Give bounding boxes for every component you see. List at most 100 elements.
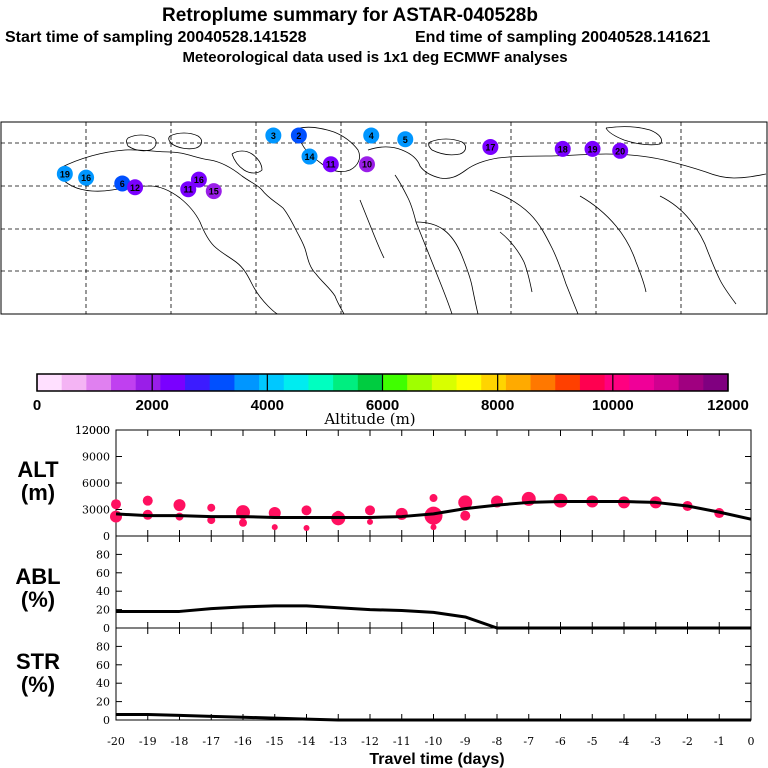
plume-marker-label: 6	[120, 179, 125, 189]
colorbar-swatch	[308, 374, 334, 391]
x-tick-label: -10	[425, 735, 443, 748]
colorbar-tick-label: 12000	[707, 397, 749, 414]
plume-marker	[612, 142, 629, 159]
series-line	[115, 500, 752, 521]
colorbar-swatch	[135, 374, 161, 391]
colorbar-swatch	[259, 374, 285, 391]
colorbar-swatches	[37, 374, 729, 391]
colorbar-swatch	[357, 374, 383, 391]
x-tick-label: -2	[682, 735, 693, 748]
y-tick-label: 0	[103, 714, 110, 727]
x-tick-label: -9	[460, 735, 471, 748]
plume-marker	[363, 127, 380, 144]
y-tick-label: 6000	[82, 477, 110, 490]
altitude-point	[142, 495, 153, 506]
colorbar-swatch	[382, 374, 408, 391]
series-line	[116, 712, 751, 722]
x-tick-label: -8	[492, 735, 503, 748]
altitude-point	[301, 505, 312, 516]
end-time: End time of sampling 20040528.141621	[415, 29, 710, 46]
x-tick-label: -7	[523, 735, 534, 748]
colorbar-swatch	[86, 374, 112, 391]
abl-unit: (%)	[21, 587, 55, 612]
altitude-point	[460, 510, 471, 521]
plume-marker	[358, 156, 375, 173]
plume-marker	[205, 183, 222, 200]
plume-marker-label: 17	[485, 142, 495, 152]
x-tick-label: -11	[393, 735, 411, 748]
colorbar-tick-label: 8000	[481, 397, 514, 414]
coastlines	[59, 126, 767, 315]
colorbar-tick-label: 2000	[135, 397, 168, 414]
altitude-point	[424, 506, 443, 525]
plume-marker	[482, 138, 499, 155]
colorbar-tick-label: 4000	[251, 397, 284, 414]
plume-marker	[114, 175, 131, 192]
str-title: STR	[16, 649, 60, 674]
str-unit: (%)	[21, 672, 55, 697]
altitude-point	[207, 516, 216, 525]
str-panel: 0 20 40 60 80	[96, 627, 752, 727]
altitude-point	[429, 494, 438, 503]
panel-frame	[115, 627, 752, 721]
panel-frame	[115, 535, 752, 629]
plume-marker-label: 11	[326, 160, 336, 170]
colorbar-tick-label: 6000	[366, 397, 399, 414]
alt-title: ALT	[17, 457, 59, 482]
y-tick-label: 0	[103, 530, 110, 543]
colorbar-swatch	[431, 374, 458, 391]
plume-marker	[584, 140, 601, 157]
colorbar-swatch	[185, 374, 211, 391]
plume-marker	[554, 140, 571, 157]
plume-marker	[290, 127, 307, 144]
x-tick-label: -1	[714, 735, 725, 748]
plume-marker-label: 18	[558, 144, 568, 154]
y-tick-label: 20	[96, 696, 110, 709]
colorbar-swatch	[37, 374, 63, 391]
colorbar-swatch	[160, 374, 186, 391]
colorbar-swatch	[481, 374, 507, 391]
colorbar-swatch	[209, 374, 235, 391]
colorbar-swatch	[61, 374, 87, 391]
x-tick-labels: -20 -19 -18 -17 -16 -15 -14 -13 -12 -11 -10 -9 -8 -7-…	[107, 735, 754, 748]
met-data-note: Meteorological data used is 1x1 deg ECMW…	[182, 49, 567, 66]
plume-marker	[265, 127, 282, 144]
plume-marker-label: 19	[588, 144, 598, 154]
altitude-point	[239, 518, 247, 527]
altitude-point	[111, 499, 121, 510]
colorbar-swatch	[604, 374, 630, 391]
x-tick-label: 0	[748, 735, 755, 748]
altitude-point	[303, 525, 310, 532]
plume-marker	[301, 148, 318, 165]
plume-marker	[397, 131, 414, 148]
x-tick-label: -14	[298, 735, 316, 748]
plume-marker	[180, 181, 197, 198]
colorbar-swatch	[407, 374, 433, 391]
plume-marker	[78, 169, 95, 186]
colorbar-swatch	[678, 374, 704, 391]
x-tick-label: -18	[171, 735, 189, 748]
plume-marker-label: 12	[130, 183, 140, 193]
plume-marker-label: 16	[194, 175, 204, 185]
colorbar-tick-labels: 0 2000 4000 6000 8000 10000 12000	[33, 374, 749, 414]
y-tick-label: 12000	[75, 424, 110, 437]
figure-title: Retroplume summary for ASTAR-040528b	[162, 5, 538, 26]
colorbar-swatch	[111, 374, 137, 391]
y-tick-label: 80	[96, 548, 110, 561]
y-tick-label: 40	[96, 677, 110, 690]
x-tick-label: -16	[234, 735, 252, 748]
x-tick-label: -3	[650, 735, 661, 748]
altitude-colorbar: 0 2000 4000 6000 8000 10000 12000 Altitude (m)	[33, 373, 749, 428]
altitude-point	[458, 495, 473, 510]
colorbar-swatch	[530, 374, 556, 391]
colorbar-swatch	[653, 374, 680, 391]
plume-marker-label: 10	[362, 160, 372, 170]
y-tick-label: 80	[96, 640, 110, 653]
x-tick-label: -5	[587, 735, 598, 748]
x-tick-label: -13	[329, 735, 347, 748]
y-tick-label: 40	[96, 585, 110, 598]
plume-marker-label: 14	[305, 152, 315, 162]
plume-marker-label: 2	[296, 131, 301, 141]
